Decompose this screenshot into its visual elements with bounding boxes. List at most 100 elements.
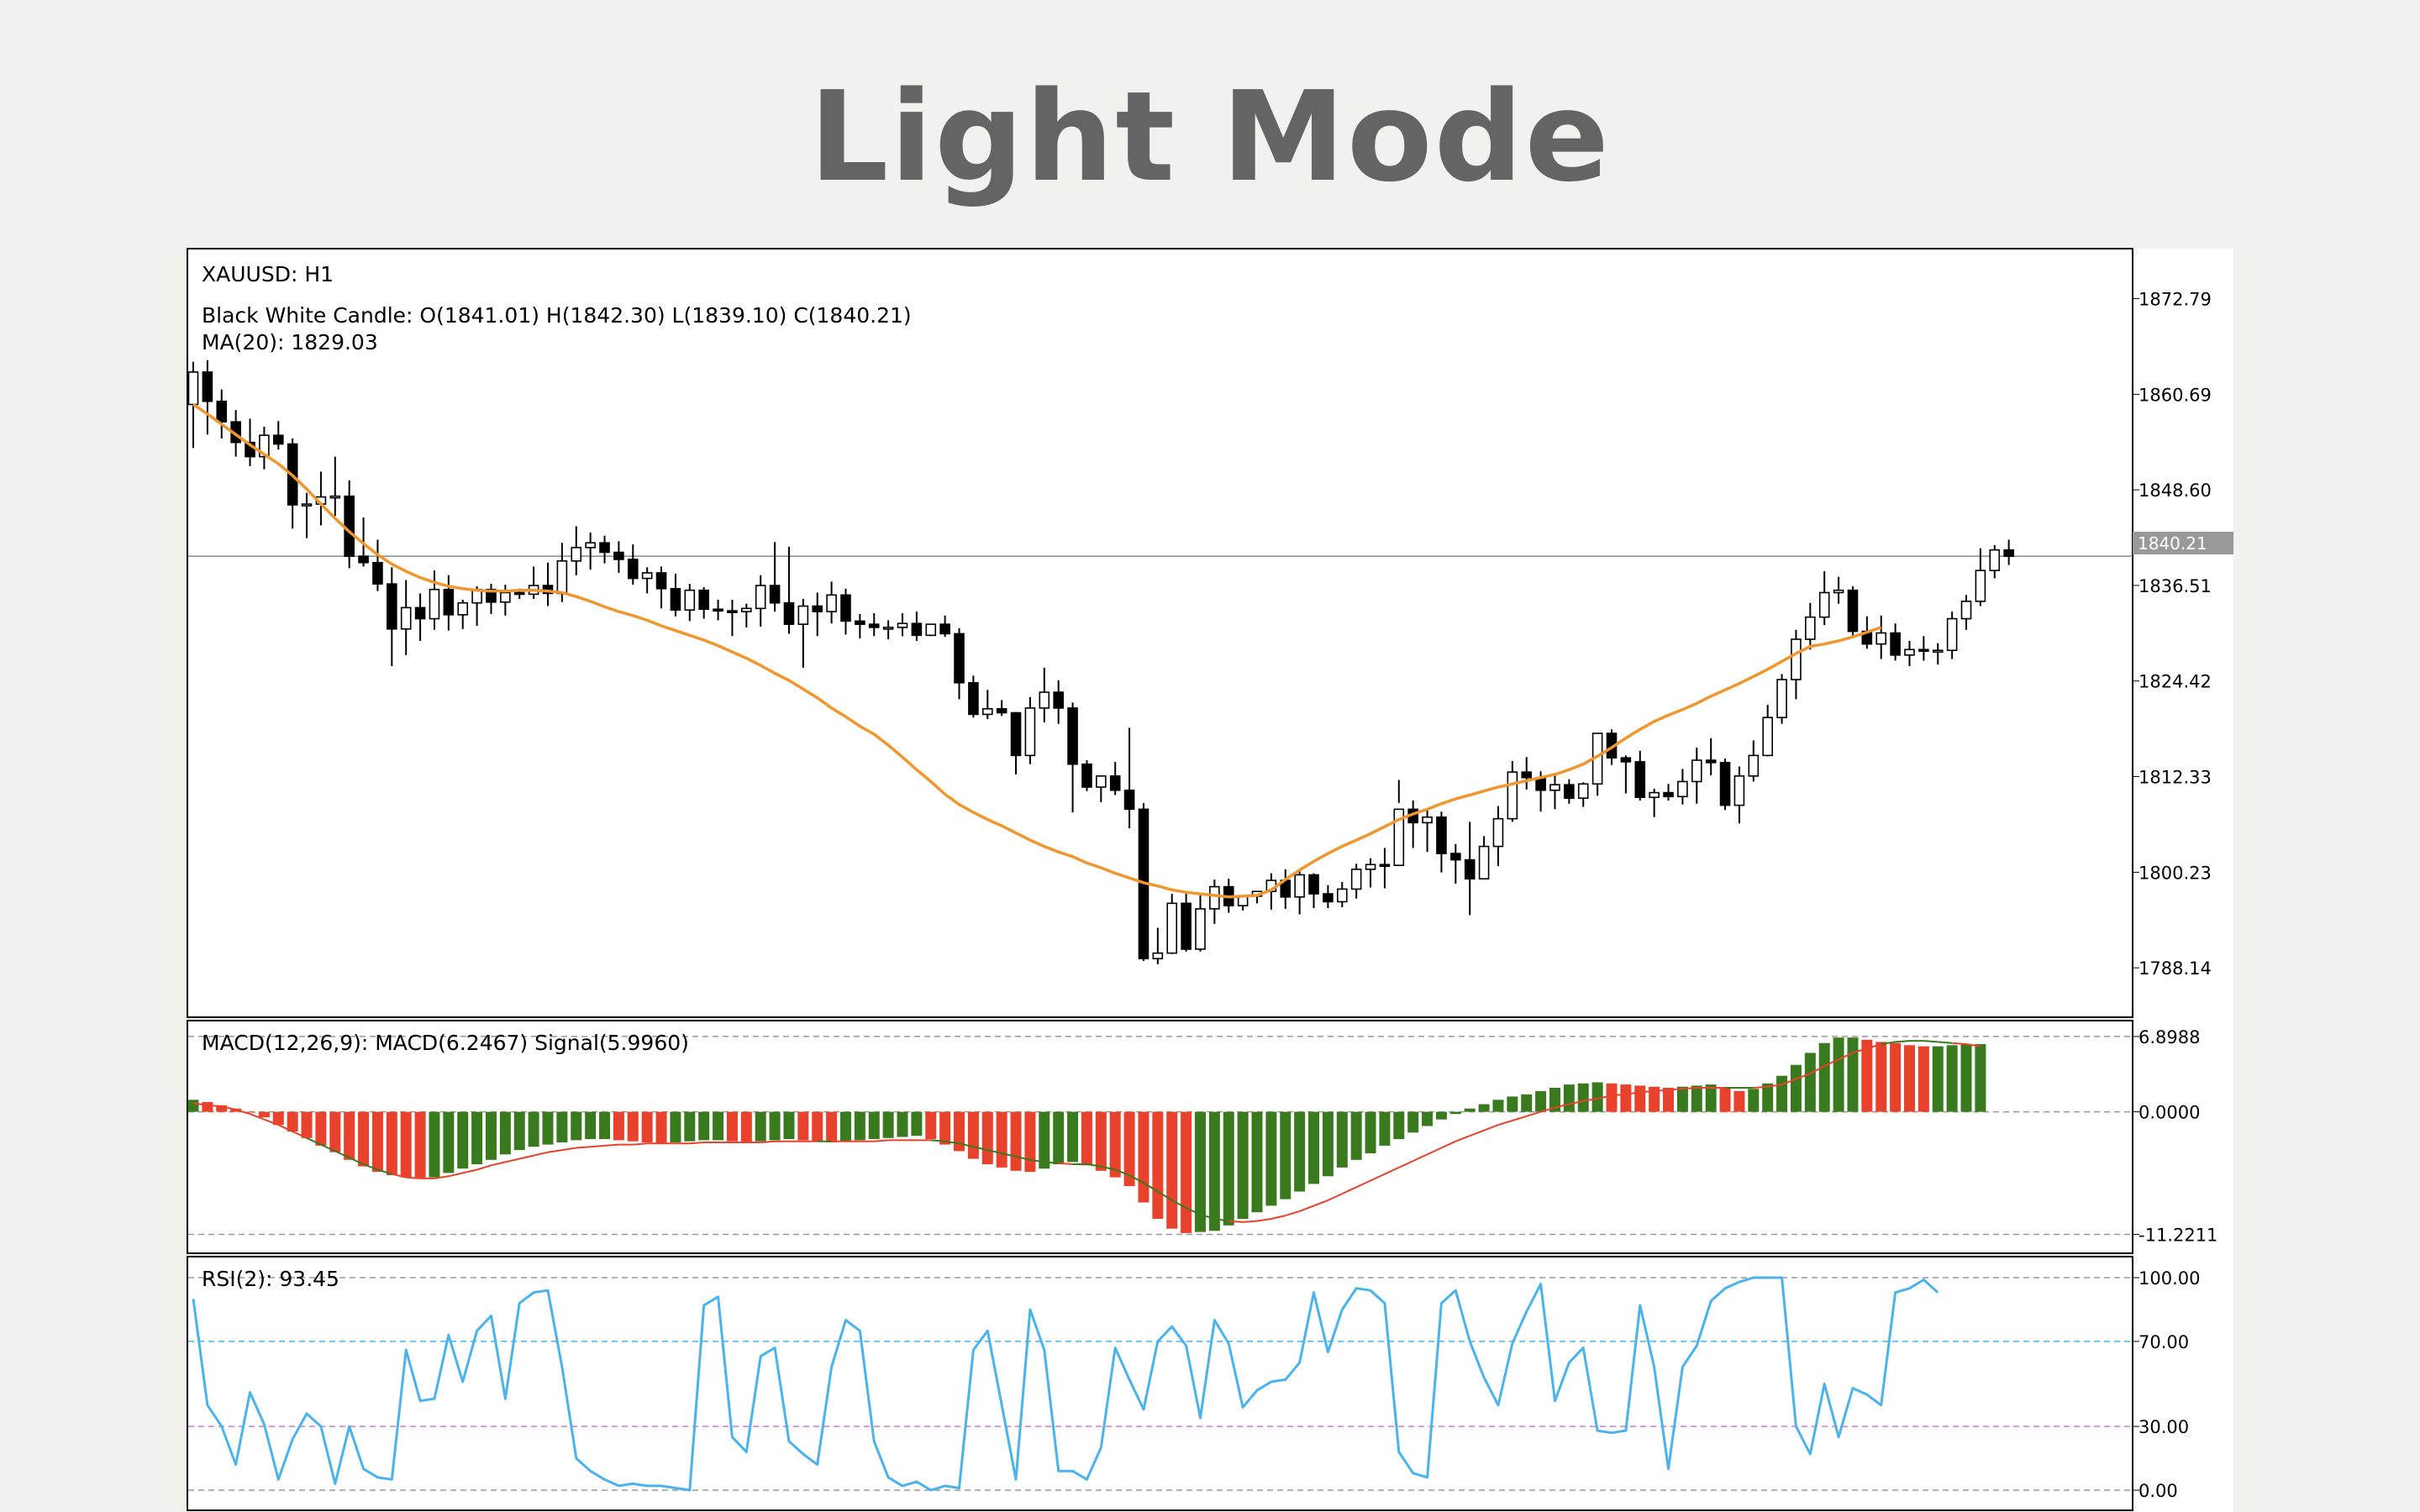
macd-signal-segment [1143,1182,1159,1193]
macd-histogram-bar [839,1111,851,1142]
bullish-candle [585,542,596,549]
bearish-candle [387,583,397,630]
macd-histogram-bar [684,1111,696,1142]
macd-histogram-bar [1393,1111,1405,1140]
macd-histogram-bar [911,1111,923,1137]
macd-signal-segment [306,1137,322,1146]
macd-signal-segment [1469,1129,1485,1137]
bullish-candle [1762,717,1773,757]
bullish-candle [1492,817,1504,848]
price-tick-label: 1812.33 [2139,768,2212,788]
bearish-candle [513,591,525,596]
macd-histogram-bar [471,1111,483,1164]
macd-histogram-bar [740,1111,752,1142]
bullish-candle [1350,869,1362,890]
macd-signal-segment [1767,1084,1782,1088]
macd-histogram-bar [783,1111,795,1140]
macd-histogram-bar [613,1111,624,1141]
bearish-candle [996,708,1007,714]
macd-signal-segment [1398,1160,1414,1168]
bearish-candle [613,551,624,560]
macd-signal-segment [1852,1047,1868,1054]
bullish-candle [1776,679,1787,718]
macd-signal-segment [633,1142,648,1146]
macd-signal-segment [1809,1065,1825,1074]
bearish-candle [414,606,426,620]
macd-signal-segment [689,1142,704,1145]
macd-histogram-bar [457,1111,469,1169]
bullish-candle [1365,864,1376,870]
macd-histogram-bar [1804,1053,1816,1112]
bullish-candle [1507,771,1518,820]
bearish-candle [272,434,284,445]
bearish-candle [1081,763,1092,788]
macd-histogram-bar [1081,1111,1092,1166]
bearish-candle [216,400,228,423]
bullish-candle [429,588,440,620]
macd-histogram-bar [1407,1111,1419,1133]
macd-histogram-bar [287,1111,298,1131]
macd-signal-segment [1597,1095,1612,1100]
macd-signal-segment [1881,1041,1896,1045]
bearish-candle [1521,771,1533,779]
macd-histogram-bar [1152,1111,1164,1219]
macd-signal-segment [1682,1087,1697,1090]
macd-signal-segment [1441,1140,1456,1149]
bearish-candle [2003,549,2014,558]
macd-histogram-bar [358,1111,370,1167]
bearish-candle [1719,762,1731,806]
macd-histogram-bar [1535,1090,1547,1112]
bearish-candle [783,601,795,625]
macd-histogram-bar [571,1111,582,1141]
macd-signal-segment [1313,1199,1328,1207]
macd-signal-segment [1753,1085,1768,1089]
macd-signal-segment [1781,1078,1797,1086]
macd-signal-segment [1512,1115,1528,1121]
macd-signal-segment [1370,1173,1386,1182]
macd-histogram-bar [429,1111,440,1178]
bearish-candle [954,633,965,684]
macd-signal-segment [533,1151,549,1157]
macd-label: MACD(12,26,9): MACD(6.2467) Signal(5.996… [202,1031,689,1055]
bearish-candle [855,620,865,625]
macd-signal-segment [1029,1158,1044,1163]
bearish-candle [344,495,355,558]
macd-histogram-bar [854,1111,865,1141]
macd-histogram-bar [1039,1111,1050,1169]
macd-signal-segment [320,1143,336,1152]
bearish-candle [1450,853,1461,861]
macd-histogram-bar [726,1111,738,1142]
bearish-candle [1109,775,1121,791]
macd-histogram-bar [641,1111,653,1142]
bullish-candle [797,605,809,625]
rsi-panel-frame[interactable] [187,1256,2133,1511]
macd-histogram-bar [1719,1088,1731,1112]
macd-histogram-bar [1903,1045,1915,1112]
bullish-candle [1209,885,1220,910]
macd-signal-segment [1101,1165,1116,1171]
macd-signal-segment [1838,1052,1854,1061]
macd-histogram-bar [1478,1104,1490,1112]
price-tick-label: 1872.79 [2139,290,2212,310]
macd-signal-segment [604,1143,619,1147]
bearish-candle [1705,759,1717,764]
macd-histogram-bar [1223,1111,1234,1226]
macd-signal-segment [1171,1200,1187,1209]
ma-line [192,403,1882,899]
price-panel-frame[interactable] [187,248,2133,1018]
macd-signal-segment [1866,1043,1882,1050]
macd-histogram-bar [187,1100,199,1112]
macd-histogram-bar [1861,1039,1873,1112]
macd-signal-segment [590,1144,605,1148]
macd-histogram-bar [1010,1111,1022,1171]
macd-histogram-bar [386,1111,397,1175]
bearish-candle [599,542,610,554]
macd-plot-area: 6.8988 0.0000 -11.2211 [187,1027,2217,1245]
bearish-candle [1890,632,1901,656]
macd-histogram-bar [996,1111,1007,1168]
macd-histogram-bar [655,1111,667,1144]
macd-signal-segment [1044,1161,1059,1164]
rsi-tick-label: 70.00 [2139,1332,2189,1352]
macd-histogram-bar [272,1111,284,1126]
